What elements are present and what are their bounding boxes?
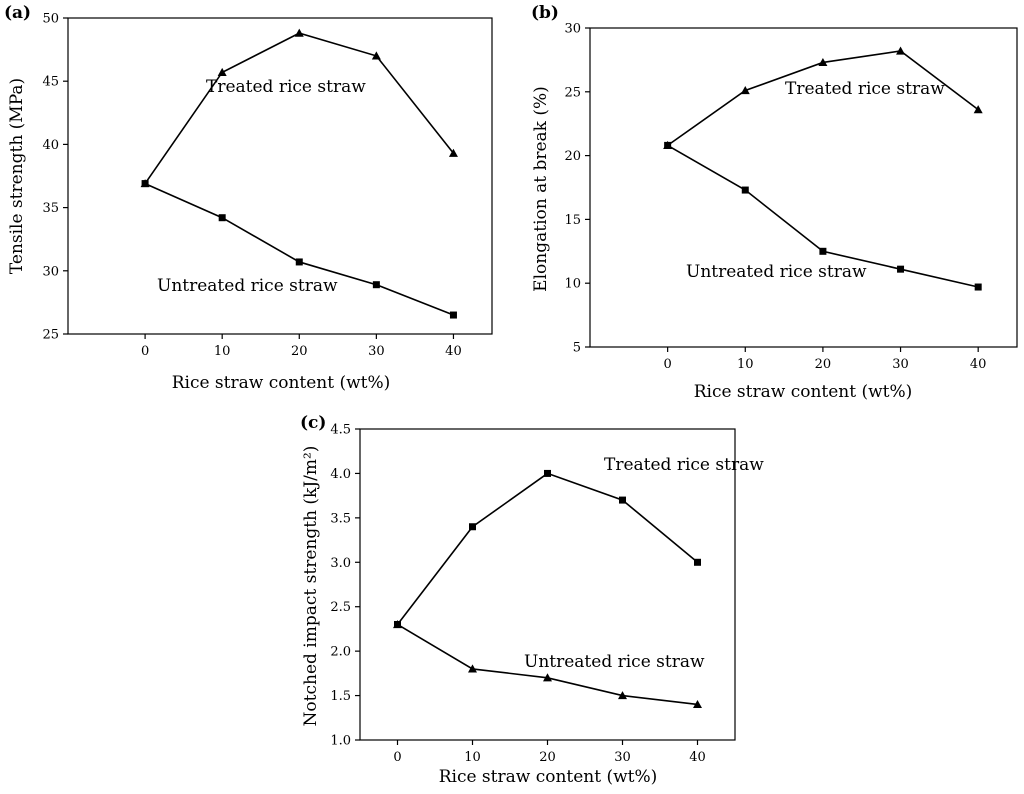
- x-axis-label: Rice straw content (wt%): [694, 382, 913, 402]
- data-point: [371, 51, 381, 60]
- series-untreated: [664, 141, 982, 291]
- chart-panel-2: (b) 0 10 20 30 40 5 10 15 20 25 30 Rice straw conten…: [531, 3, 1018, 402]
- panel-label: (c): [300, 413, 326, 433]
- y-tick-label: 2.0: [330, 645, 351, 660]
- data-point: [448, 148, 458, 157]
- data-point: [218, 214, 226, 222]
- x-tick-label: 20: [291, 344, 308, 359]
- data-point: [974, 283, 982, 291]
- y-tick-label: 25: [42, 328, 59, 343]
- series-treated: [140, 28, 458, 188]
- y-tick-label: 15: [564, 213, 581, 228]
- data-point: [740, 86, 750, 95]
- y-axis-label: Tensile strength (MPa): [7, 78, 27, 274]
- x-tick-label: 30: [368, 344, 385, 359]
- y-tick-label: 3.0: [330, 556, 351, 571]
- x-tick-label: 30: [614, 750, 631, 765]
- data-point: [141, 180, 149, 188]
- panel-label: (b): [531, 3, 559, 23]
- y-tick-label: 50: [42, 12, 59, 27]
- data-point: [294, 28, 304, 37]
- y-axis-label: Notched impact strength (kJ/m²): [301, 446, 321, 727]
- x-axis-label: Rice straw content (wt%): [439, 767, 658, 787]
- data-point: [693, 699, 702, 709]
- data-point: [618, 691, 627, 700]
- data-point: [468, 664, 477, 673]
- y-tick-label: 30: [564, 22, 581, 37]
- x-tick-label: 20: [815, 357, 832, 372]
- data-point: [818, 57, 828, 67]
- y-tick-label: 10: [564, 277, 581, 292]
- series-annotation: Untreated rice straw: [686, 262, 867, 282]
- x-tick-label: 40: [445, 344, 462, 359]
- x-tick-label: 20: [539, 750, 556, 765]
- y-tick-label: 40: [42, 138, 59, 153]
- x-tick-label: 10: [464, 750, 481, 765]
- series-line: [396, 472, 699, 625]
- series-treated: [394, 469, 701, 628]
- series-annotation: Treated rice straw: [206, 77, 366, 97]
- series-untreated: [393, 619, 702, 709]
- y-tick-label: 20: [564, 149, 581, 164]
- y-tick-label: 1.5: [330, 689, 351, 704]
- y-tick-label: 45: [42, 75, 59, 90]
- chart-panel-1: (a) 0 10 20 30 40 25 30 35 40 45 50 Rice straw conte…: [4, 3, 493, 393]
- x-tick-label: 0: [663, 357, 671, 372]
- x-tick-label: 30: [892, 357, 909, 372]
- series-annotation: Treated rice straw: [785, 79, 945, 99]
- y-tick-label: 1.0: [330, 734, 351, 749]
- y-tick-label: 4.5: [330, 423, 351, 438]
- plot-frame: [67, 17, 493, 335]
- x-axis-label: Rice straw content (wt%): [172, 373, 391, 393]
- x-tick-label: 40: [689, 750, 706, 765]
- x-tick-label: 0: [393, 750, 401, 765]
- data-point: [819, 247, 827, 255]
- y-axis-label: Elongation at break (%): [531, 86, 551, 292]
- panel-label: (a): [4, 3, 31, 23]
- x-tick-label: 10: [214, 344, 231, 359]
- data-point: [973, 105, 983, 114]
- y-tick-label: 4.0: [330, 467, 351, 482]
- data-point: [897, 265, 905, 273]
- series-annotation: Untreated rice straw: [524, 652, 705, 672]
- y-tick-label: 3.5: [330, 511, 351, 526]
- y-tick-label: 2.5: [330, 600, 351, 615]
- x-tick-label: 0: [141, 344, 149, 359]
- x-tick-label: 40: [970, 357, 987, 372]
- y-tick-label: 5: [573, 341, 581, 356]
- plot-frame: [589, 27, 1018, 348]
- data-point: [543, 673, 552, 682]
- data-point: [896, 46, 906, 55]
- series-annotation: Treated rice straw: [604, 455, 764, 475]
- series-annotation: Untreated rice straw: [157, 276, 338, 296]
- data-point: [295, 258, 303, 266]
- y-tick-label: 30: [42, 264, 59, 279]
- data-point: [393, 619, 402, 629]
- x-tick-label: 10: [737, 357, 754, 372]
- data-point: [664, 141, 672, 149]
- data-point: [694, 558, 701, 566]
- series-untreated: [141, 180, 457, 319]
- data-point: [544, 469, 551, 477]
- chart-panel-3: (c) 0 10 20 30 40 1.0 1.5 2.0 2.5 3.0 3.5 4.0 4.5 Rice…: [300, 413, 764, 787]
- series-line: [144, 32, 455, 185]
- data-point: [619, 496, 626, 504]
- y-tick-label: 35: [42, 201, 59, 216]
- data-point: [469, 523, 476, 531]
- data-point: [372, 281, 380, 289]
- data-point: [217, 67, 227, 76]
- data-point: [449, 311, 457, 319]
- y-tick-label: 25: [564, 85, 581, 100]
- data-point: [741, 186, 749, 194]
